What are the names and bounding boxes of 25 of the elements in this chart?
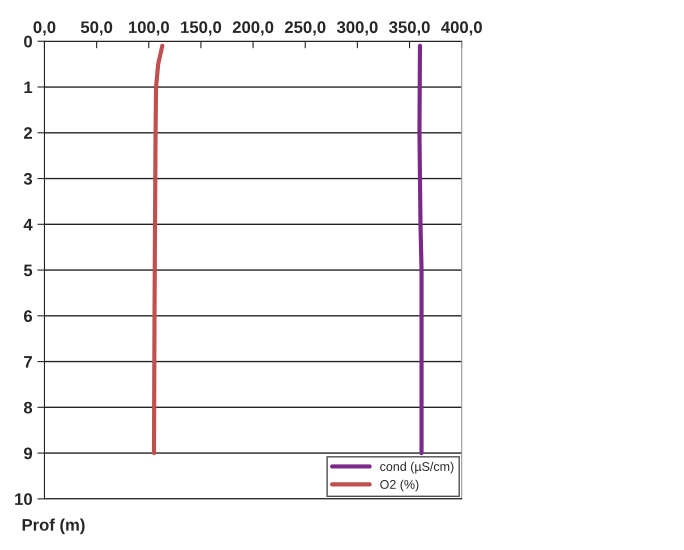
line-series xyxy=(417,44,424,456)
x-tick-label: 100,0 xyxy=(128,21,169,36)
y-tick-label: 9 xyxy=(24,447,32,460)
y-tick-label: 2 xyxy=(24,127,32,139)
y-tick-label: 5 xyxy=(24,264,32,276)
x-tick-label: 200,0 xyxy=(232,21,274,36)
y-tick-label: 1 xyxy=(24,82,32,94)
y-tick-label: 6 xyxy=(24,310,32,322)
x-tick-label: 0,0 xyxy=(34,21,56,36)
y-tick-label: 4 xyxy=(24,218,33,230)
legend-label: O2 (%) xyxy=(380,480,418,492)
x-tick-label: 50,0 xyxy=(80,21,112,36)
x-tick-label: 250,0 xyxy=(284,21,326,36)
x-tick-label: 350,0 xyxy=(389,21,430,36)
x-tick-label: 400,0 xyxy=(441,21,482,36)
line-series xyxy=(152,44,164,456)
y-tick-label: 8 xyxy=(24,402,32,414)
y-axis-title: Prof (m) xyxy=(22,518,85,534)
y-tick-label: 3 xyxy=(24,172,32,185)
legend-label: cond (µS/cm) xyxy=(380,462,454,474)
y-tick-label: 10 xyxy=(15,493,32,506)
y-tick-label: 7 xyxy=(24,356,32,368)
y-tick-label: 0 xyxy=(24,36,32,48)
x-tick-label: 300,0 xyxy=(336,21,378,36)
x-tick-label: 150,0 xyxy=(181,21,222,36)
